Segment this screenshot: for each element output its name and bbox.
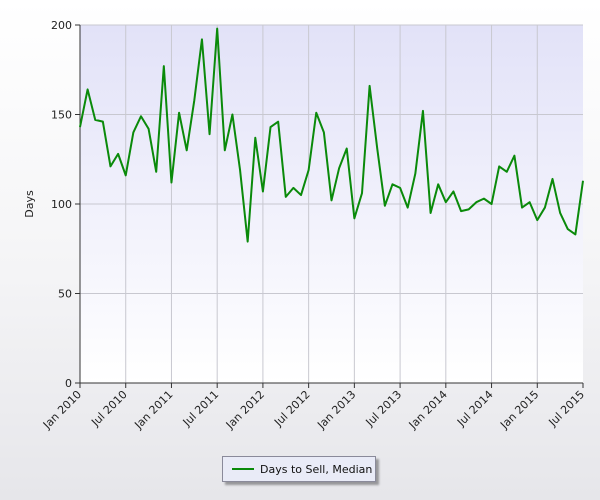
y-tick-label: 100 <box>51 198 72 211</box>
x-tick-label: Jul 2013 <box>363 388 405 430</box>
y-tick-label: 150 <box>51 109 72 122</box>
x-tick-label: Jan 2012 <box>223 388 267 432</box>
y-tick-labels: 0 50 100 150 200 <box>51 19 72 390</box>
y-axis-title: Days <box>23 190 36 218</box>
x-tick-label: Jan 2010 <box>40 388 84 432</box>
x-tick-label: Jul 2010 <box>88 388 130 430</box>
x-tick-label: Jan 2013 <box>314 388 358 432</box>
axes <box>75 24 584 388</box>
legend-label: Days to Sell, Median <box>260 462 373 476</box>
y-tick-label: 200 <box>51 19 72 32</box>
y-tick-label: 0 <box>65 377 72 390</box>
grid-lines <box>80 24 583 383</box>
series-group <box>79 27 584 243</box>
x-tick-label: Jul 2012 <box>271 388 313 430</box>
x-tick-label: Jan 2011 <box>131 388 175 432</box>
x-tick-label: Jul 2015 <box>546 388 588 430</box>
x-tick-label: Jan 2015 <box>497 388 541 432</box>
legend-swatch <box>232 468 254 470</box>
y-tick-label: 50 <box>58 288 72 301</box>
x-tick-labels: Jan 2010 Jul 2010 Jan 2011 Jul 2011 Jan 2012… <box>40 388 587 432</box>
legend: Days to Sell, Median <box>222 456 376 482</box>
x-tick-label: Jul 2014 <box>454 388 496 430</box>
series-line-0 <box>79 27 584 243</box>
x-tick-label: Jan 2014 <box>406 388 450 432</box>
x-tick-label: Jul 2011 <box>180 388 222 430</box>
